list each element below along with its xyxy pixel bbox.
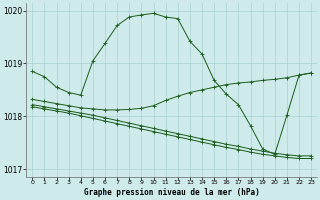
X-axis label: Graphe pression niveau de la mer (hPa): Graphe pression niveau de la mer (hPa) (84, 188, 260, 197)
